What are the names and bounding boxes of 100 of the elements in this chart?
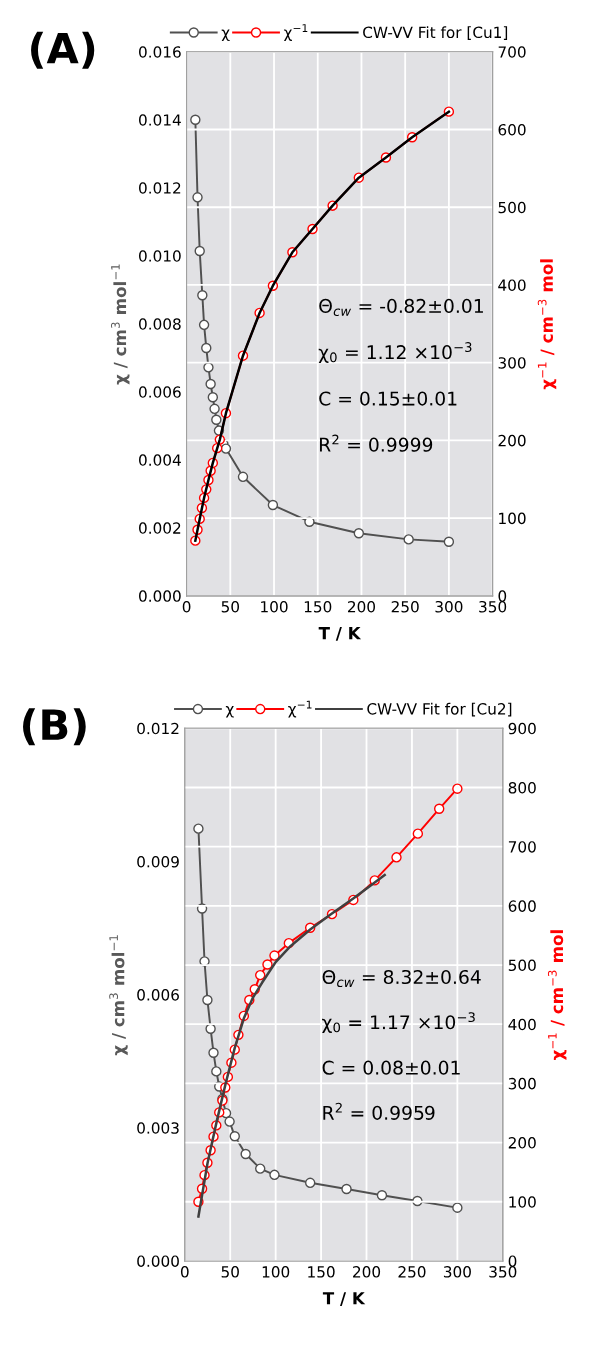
point (240, 1148, 251, 1160)
chart-title: (A) (31, 31, 95, 69)
y2-tick-label: 700 (508, 841, 536, 853)
y2-tick-label: 200 (498, 434, 526, 447)
point (211, 414, 222, 425)
point (412, 828, 424, 839)
legend-label: χ (225, 706, 234, 718)
x-tick-label: 200 (353, 1266, 381, 1278)
point (341, 1183, 352, 1195)
y-tick-label: 0.003 (137, 1122, 179, 1134)
point (190, 114, 201, 125)
point (403, 534, 414, 545)
point (224, 1116, 235, 1127)
x-tick-label: 200 (348, 600, 376, 613)
point (229, 1131, 240, 1142)
point (391, 852, 402, 863)
x-tick-label: 300 (443, 1266, 471, 1278)
x-tick-label: 150 (304, 600, 332, 613)
y2-tick-label: 100 (499, 512, 526, 525)
y-tick-label: 0.014 (139, 114, 181, 126)
x-tick-label: 50 (221, 1266, 239, 1278)
y-axis-title: χ / cm$^{3}$ mol$^{−1}$ (109, 935, 128, 1056)
y-tick-label: 0.006 (139, 386, 181, 398)
point (197, 290, 208, 301)
point (205, 1023, 216, 1035)
point (208, 1047, 219, 1058)
legend-label: χ$^{−1}$ (283, 24, 308, 41)
y-tick-label: 0.004 (139, 454, 181, 466)
legend-label: χ$^{−1}$ (288, 700, 312, 718)
y2-tick-label: 300 (508, 1077, 536, 1090)
point (220, 443, 232, 454)
point (211, 1066, 222, 1077)
point (267, 499, 279, 511)
point (262, 959, 273, 970)
x-tick-label: 250 (391, 600, 419, 613)
point (207, 392, 219, 403)
x-tick-label: 350 (489, 1266, 517, 1278)
y-tick-label: 0.012 (137, 722, 179, 735)
point (269, 1169, 280, 1181)
legend-label: CW-VV Fit for [Cu1] (363, 26, 508, 40)
point (205, 378, 216, 390)
point (201, 342, 212, 354)
annotation: R$^{2}$ = 0.9959 (323, 1102, 435, 1120)
point (255, 1163, 266, 1174)
y2-tick-label: 600 (508, 900, 536, 912)
y-tick-label: 0.010 (139, 250, 181, 262)
x-tick-label: 100 (262, 1266, 290, 1278)
x-tick-label: 100 (261, 600, 288, 613)
point (193, 823, 204, 834)
x-tick-label: 0 (180, 1266, 189, 1278)
y2-tick-label: 900 (508, 722, 536, 735)
y-tick-label: 0.002 (139, 522, 181, 534)
point (452, 783, 463, 794)
x-tick-label: 300 (435, 600, 463, 613)
point (353, 528, 365, 539)
x-tick-label: 150 (308, 1266, 335, 1278)
point (209, 403, 220, 415)
chart-title: (B) (23, 708, 86, 746)
y-tick-label: 0.012 (139, 182, 181, 194)
point (433, 803, 445, 815)
x-tick-label: 0 (182, 600, 191, 613)
point (192, 192, 203, 203)
y2-tick-label: 200 (508, 1137, 536, 1149)
y2-tick-label: 100 (509, 1196, 536, 1208)
y2-tick-label: 0 (498, 590, 507, 602)
point (443, 536, 455, 547)
y-axis-title: χ / cm$^{3}$ mol$^{−1}$ (111, 264, 130, 385)
point (194, 245, 205, 257)
y2-tick-label: 0 (508, 1255, 517, 1267)
annotation: Θ$_{cw}$ = 8.32±0.64 (322, 969, 481, 988)
point (304, 1177, 316, 1189)
x-tick-label: 50 (221, 600, 240, 613)
x-tick-label: 250 (398, 1266, 426, 1278)
y-tick-label: 0.000 (139, 590, 181, 602)
y-tick-label: 0.009 (137, 855, 179, 868)
point (237, 471, 249, 483)
point (376, 1190, 388, 1201)
y-tick-label: 0.008 (139, 318, 181, 330)
annotation: χ$_{0}$ = 1.12 ×10$^{−3}$ (318, 342, 472, 363)
y-tick-label: 0.016 (139, 46, 181, 58)
y2-tick-label: 300 (498, 357, 526, 369)
point (269, 950, 280, 961)
y-tick-label: 0.006 (137, 989, 179, 1001)
point (452, 1202, 463, 1213)
y2-tick-label: 700 (498, 46, 526, 58)
y2-tick-label: 500 (508, 959, 536, 972)
annotation: C = 0.15±0.01 (319, 391, 457, 406)
y2-tick-label: 500 (498, 201, 526, 214)
point (198, 319, 210, 331)
y2-tick-label: 400 (498, 279, 526, 291)
legend-label: CW-VV Fit for [Cu2] (367, 702, 512, 717)
y2-tick-label: 400 (508, 1018, 536, 1031)
y-tick-label: 0.000 (137, 1255, 179, 1267)
point (202, 994, 213, 1006)
y2-axis-title: χ$^{−1}$ / cm$^{−3}$ mol (537, 259, 557, 390)
x-tick-label: 350 (479, 600, 507, 613)
annotation: χ$_{0}$ = 1.17 ×10$^{−3}$ (322, 1012, 475, 1034)
y2-tick-label: 800 (508, 781, 536, 794)
x-axis-title: T / K (322, 1292, 366, 1306)
y2-tick-label: 600 (498, 123, 526, 136)
